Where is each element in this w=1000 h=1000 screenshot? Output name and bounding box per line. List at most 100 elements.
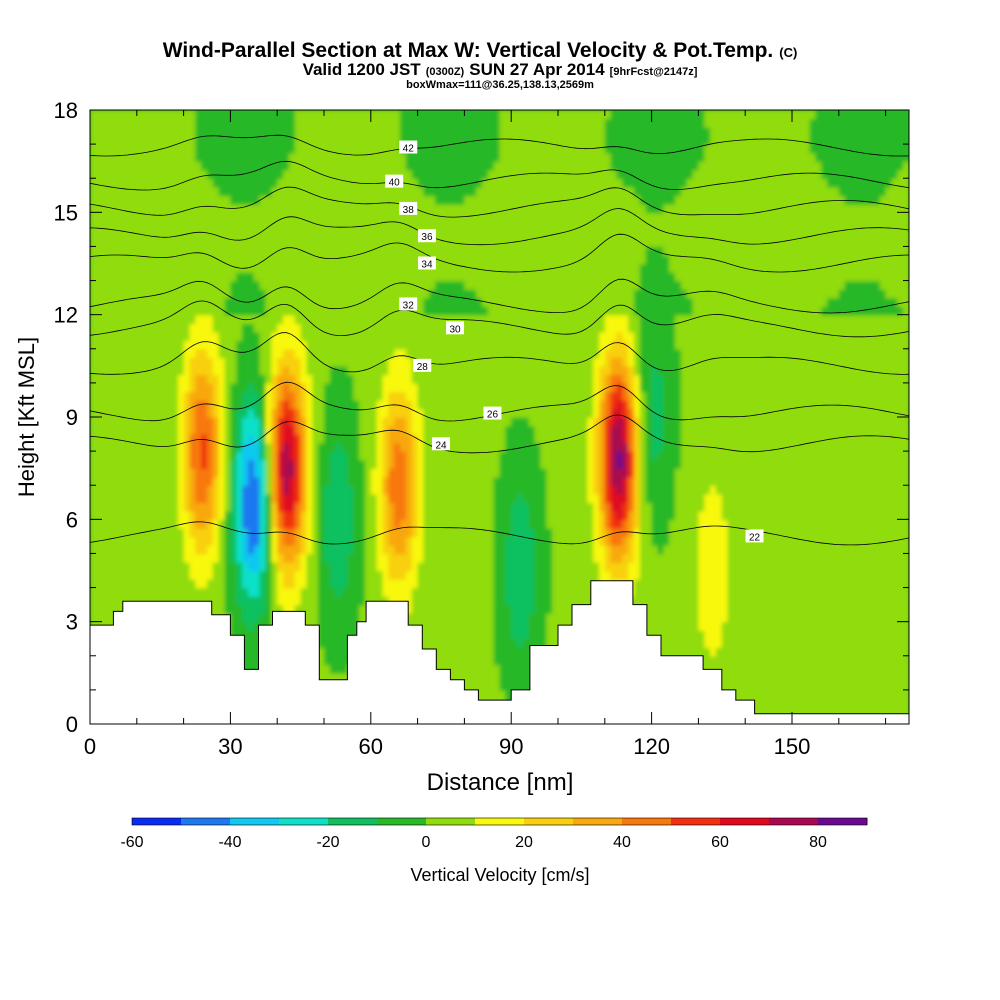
velocity-cell	[306, 195, 314, 205]
velocity-cell	[476, 186, 483, 197]
velocity-cell	[441, 289, 448, 299]
velocity-cell	[400, 382, 407, 393]
velocity-cell	[154, 579, 161, 589]
velocity-cell	[101, 229, 109, 239]
velocity-cell	[271, 408, 278, 418]
velocity-cell	[446, 604, 454, 614]
velocity-cell	[400, 229, 407, 239]
velocity-cell	[113, 186, 120, 197]
velocity-cell	[300, 229, 308, 239]
velocity-cell	[142, 451, 150, 461]
velocity-cell	[160, 570, 167, 580]
velocity-cell	[242, 425, 249, 435]
velocity-cell	[253, 178, 261, 188]
velocity-cell	[324, 203, 331, 214]
velocity-cell	[207, 357, 214, 367]
velocity-cell	[347, 203, 355, 214]
velocity-cell	[441, 596, 448, 606]
velocity-cell	[411, 587, 419, 597]
velocity-cell	[335, 237, 343, 248]
velocity-cell	[125, 263, 132, 273]
velocity-cell	[452, 613, 460, 623]
velocity-cell	[101, 587, 109, 597]
velocity-cell	[388, 152, 395, 162]
velocity-cell	[230, 144, 237, 154]
velocity-cell	[259, 536, 267, 546]
velocity-cell	[382, 536, 390, 546]
velocity-cell	[318, 425, 325, 435]
velocity-cell	[441, 502, 448, 512]
velocity-cell	[476, 195, 483, 205]
velocity-cell	[446, 246, 454, 256]
velocity-cell	[207, 425, 214, 435]
velocity-cell	[95, 357, 103, 367]
velocity-cell	[476, 246, 483, 256]
velocity-cell	[353, 502, 360, 512]
velocity-cell	[452, 161, 460, 171]
velocity-cell	[101, 263, 109, 273]
velocity-cell	[183, 161, 191, 171]
velocity-cell	[306, 587, 314, 597]
velocity-cell	[312, 510, 319, 521]
velocity-cell	[271, 442, 278, 452]
velocity-cell	[400, 493, 407, 504]
velocity-cell	[136, 434, 144, 444]
velocity-cell	[405, 135, 413, 145]
velocity-cell	[119, 459, 126, 469]
velocity-cell	[148, 544, 156, 555]
velocity-cell	[294, 237, 302, 248]
velocity-cell	[224, 357, 232, 367]
velocity-cell	[218, 553, 226, 563]
velocity-cell	[423, 169, 431, 179]
velocity-cell	[359, 451, 366, 461]
velocity-cell	[435, 382, 442, 393]
velocity-cell	[312, 527, 319, 538]
velocity-cell	[160, 417, 167, 427]
velocity-cell	[435, 468, 442, 478]
velocity-cell	[388, 399, 395, 410]
velocity-cell	[195, 348, 202, 359]
velocity-cell	[382, 280, 390, 290]
velocity-cell	[458, 434, 466, 444]
velocity-cell	[400, 442, 407, 452]
velocity-cell	[136, 468, 144, 478]
velocity-cell	[441, 630, 448, 640]
velocity-cell	[177, 459, 185, 469]
velocity-cell	[148, 186, 156, 197]
velocity-cell	[394, 391, 401, 401]
velocity-cell	[411, 331, 419, 341]
velocity-cell	[224, 365, 232, 376]
velocity-cell	[452, 604, 460, 614]
velocity-cell	[107, 459, 115, 469]
velocity-cell	[452, 399, 460, 410]
velocity-cell	[166, 374, 173, 384]
velocity-cell	[142, 255, 150, 265]
velocity-cell	[324, 348, 331, 359]
velocity-cell	[347, 152, 355, 162]
velocity-cell	[470, 510, 477, 521]
velocity-cell	[487, 536, 495, 546]
velocity-cell	[347, 220, 355, 231]
velocity-cell	[382, 237, 390, 248]
velocity-cell	[441, 536, 448, 546]
velocity-cell	[283, 374, 290, 384]
velocity-cell	[335, 331, 343, 341]
velocity-cell	[283, 382, 290, 393]
velocity-cell	[183, 527, 191, 538]
velocity-cell	[107, 220, 115, 231]
velocity-cell	[294, 118, 302, 128]
velocity-cell	[283, 391, 290, 401]
velocity-cell	[265, 263, 273, 273]
velocity-cell	[271, 144, 278, 154]
velocity-cell	[130, 365, 138, 376]
velocity-cell	[300, 536, 308, 546]
velocity-cell	[207, 152, 214, 162]
velocity-cell	[429, 186, 436, 197]
velocity-cell	[148, 510, 156, 521]
velocity-cell	[464, 425, 472, 435]
velocity-cell	[101, 237, 109, 248]
velocity-cell	[148, 289, 156, 299]
velocity-cell	[253, 604, 261, 614]
velocity-cell	[435, 178, 442, 188]
velocity-cell	[394, 237, 401, 248]
